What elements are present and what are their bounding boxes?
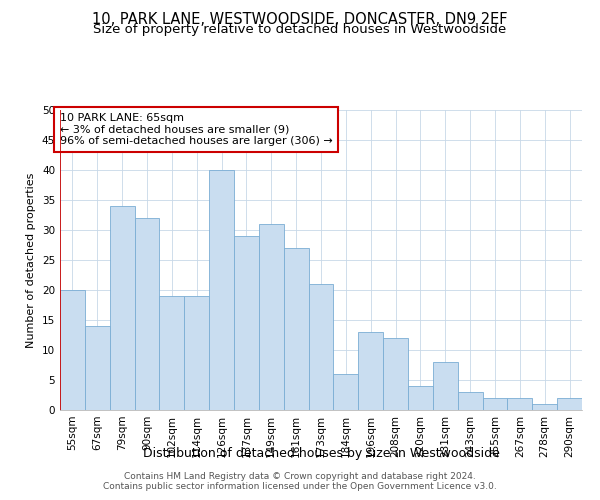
Y-axis label: Number of detached properties: Number of detached properties (26, 172, 37, 348)
Bar (85, 326, 110, 410)
Text: 10 PARK LANE: 65sqm
← 3% of detached houses are smaller (9)
96% of semi-detached: 10 PARK LANE: 65sqm ← 3% of detached hou… (60, 113, 333, 146)
Bar (60, 290, 85, 410)
Bar (234, 236, 259, 410)
Bar (482, 398, 508, 410)
Bar (110, 206, 134, 410)
Bar (557, 398, 582, 410)
Bar (134, 218, 160, 410)
Text: 10, PARK LANE, WESTWOODSIDE, DONCASTER, DN9 2EF: 10, PARK LANE, WESTWOODSIDE, DONCASTER, … (92, 12, 508, 28)
Bar (408, 386, 433, 410)
Bar (532, 404, 557, 410)
Bar (433, 362, 458, 410)
Text: Distribution of detached houses by size in Westwoodside: Distribution of detached houses by size … (143, 448, 499, 460)
Bar (284, 248, 308, 410)
Bar (259, 224, 284, 410)
Bar (508, 398, 532, 410)
Text: Contains public sector information licensed under the Open Government Licence v3: Contains public sector information licen… (103, 482, 497, 491)
Bar (383, 338, 408, 410)
Bar (209, 170, 234, 410)
Bar (184, 296, 209, 410)
Text: Contains HM Land Registry data © Crown copyright and database right 2024.: Contains HM Land Registry data © Crown c… (124, 472, 476, 481)
Bar (308, 284, 334, 410)
Bar (358, 332, 383, 410)
Bar (458, 392, 482, 410)
Text: Size of property relative to detached houses in Westwoodside: Size of property relative to detached ho… (94, 24, 506, 36)
Bar (160, 296, 184, 410)
Bar (334, 374, 358, 410)
